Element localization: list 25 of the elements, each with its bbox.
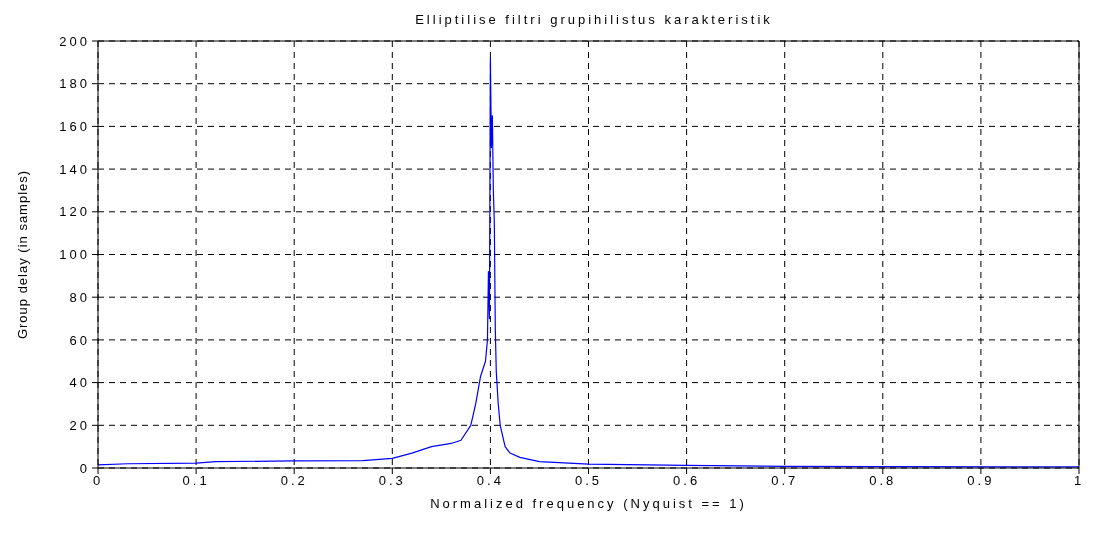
y-tick-label: 140 <box>59 161 90 177</box>
y-tick-label: 40 <box>69 375 90 391</box>
x-tick-label: 0.4 <box>476 473 504 489</box>
x-tick-label: 0.5 <box>574 473 603 489</box>
x-tick-label: 0.8 <box>869 473 897 489</box>
x-tick-label: 0.7 <box>771 473 799 489</box>
x-tick-label: 0.1 <box>182 473 210 489</box>
y-tick-label: 180 <box>59 76 90 92</box>
y-tick-label: 200 <box>59 33 90 49</box>
y-tick-label: 20 <box>69 417 90 433</box>
y-tick-label: 160 <box>59 119 90 135</box>
y-tick-label: 60 <box>69 332 90 348</box>
x-tick-label: 0.9 <box>967 473 995 489</box>
chart-title: Elliptilise filtri grupihilistus karakteristik <box>414 11 774 29</box>
x-tick-label: 0.2 <box>280 473 308 489</box>
x-tick-label: 0.6 <box>673 473 701 489</box>
y-tick-label: 80 <box>69 289 90 305</box>
y-tick-label: 0 <box>79 460 90 476</box>
y-axis-title: Group delay (in samples) <box>14 169 30 340</box>
y-tick-label: 120 <box>59 204 90 220</box>
x-tick-label: 1 <box>1073 473 1085 489</box>
x-tick-label: 0 <box>92 473 104 489</box>
x-tick-label: 0.3 <box>378 473 406 489</box>
y-tick-label: 100 <box>59 247 90 263</box>
x-axis-title: Normalized frequency (Nyquist == 1) <box>430 496 747 511</box>
